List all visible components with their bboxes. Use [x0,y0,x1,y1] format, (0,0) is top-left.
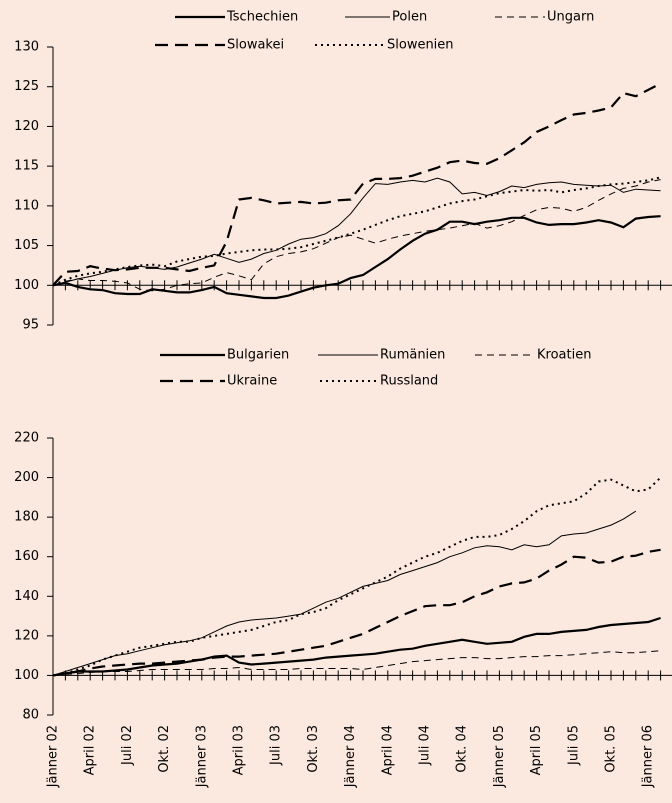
x-tick-label: Juli 04 [418,725,433,766]
legend-label: Tschechien [226,10,298,25]
legend-label: Russland [380,374,438,389]
x-tick-label: Jänner 06 [641,725,656,788]
series-line [52,215,661,300]
y-tick-label: 200 [14,470,39,485]
series-line [52,176,661,287]
series-line [52,179,661,292]
y-tick-label: 100 [14,278,39,293]
y-tick-label: 110 [14,198,39,213]
x-tick-label: April 03 [232,725,247,775]
x-tick-label: Juli 02 [120,725,135,766]
series-line [52,650,661,676]
series-line [52,177,661,286]
y-tick-label: 120 [14,119,39,134]
legend-label: Bulgarien [227,348,289,363]
series-line [52,510,637,676]
x-tick-label: Okt. 05 [604,725,619,773]
x-tick-label: Juli 05 [566,725,581,766]
legend-label: Ukraine [227,374,277,389]
y-tick-label: 125 [14,79,39,94]
x-tick-label: Jänner 03 [194,725,209,788]
x-tick-label: Jänner 05 [492,725,507,788]
legend-label: Rumänien [380,348,445,363]
x-tick-label: Okt. 04 [455,725,470,773]
y-tick-label: 130 [14,40,39,55]
y-tick-label: 120 [14,628,39,643]
y-tick-label: 220 [14,431,39,446]
y-tick-label: 140 [14,589,39,604]
x-tick-label: Okt. 02 [157,725,172,773]
y-tick-label: 100 [14,668,39,683]
y-tick-label: 80 [22,708,39,723]
y-tick-label: 115 [14,159,39,174]
series-line [52,476,662,677]
x-tick-label: Jänner 02 [46,725,61,788]
y-tick-label: 160 [14,549,39,564]
x-tick-label: Jänner 04 [343,725,358,788]
legend-label: Ungarn [547,10,594,25]
x-tick-label: April 02 [83,725,98,775]
legend-label: Kroatien [537,348,591,363]
x-tick-label: Juli 03 [269,725,284,766]
x-tick-label: Okt. 03 [306,725,321,773]
y-tick-label: 105 [14,238,39,253]
series-line [52,616,661,677]
legend-label: Slowakei [227,38,284,53]
y-tick-label: 95 [22,318,39,333]
x-tick-label: April 05 [529,725,544,775]
legend-label: Slowenien [387,38,454,53]
x-tick-label: April 04 [380,725,395,775]
series-line [52,82,662,287]
series-line [52,548,661,677]
y-tick-label: 180 [14,510,39,525]
legend-label: Polen [392,10,427,25]
